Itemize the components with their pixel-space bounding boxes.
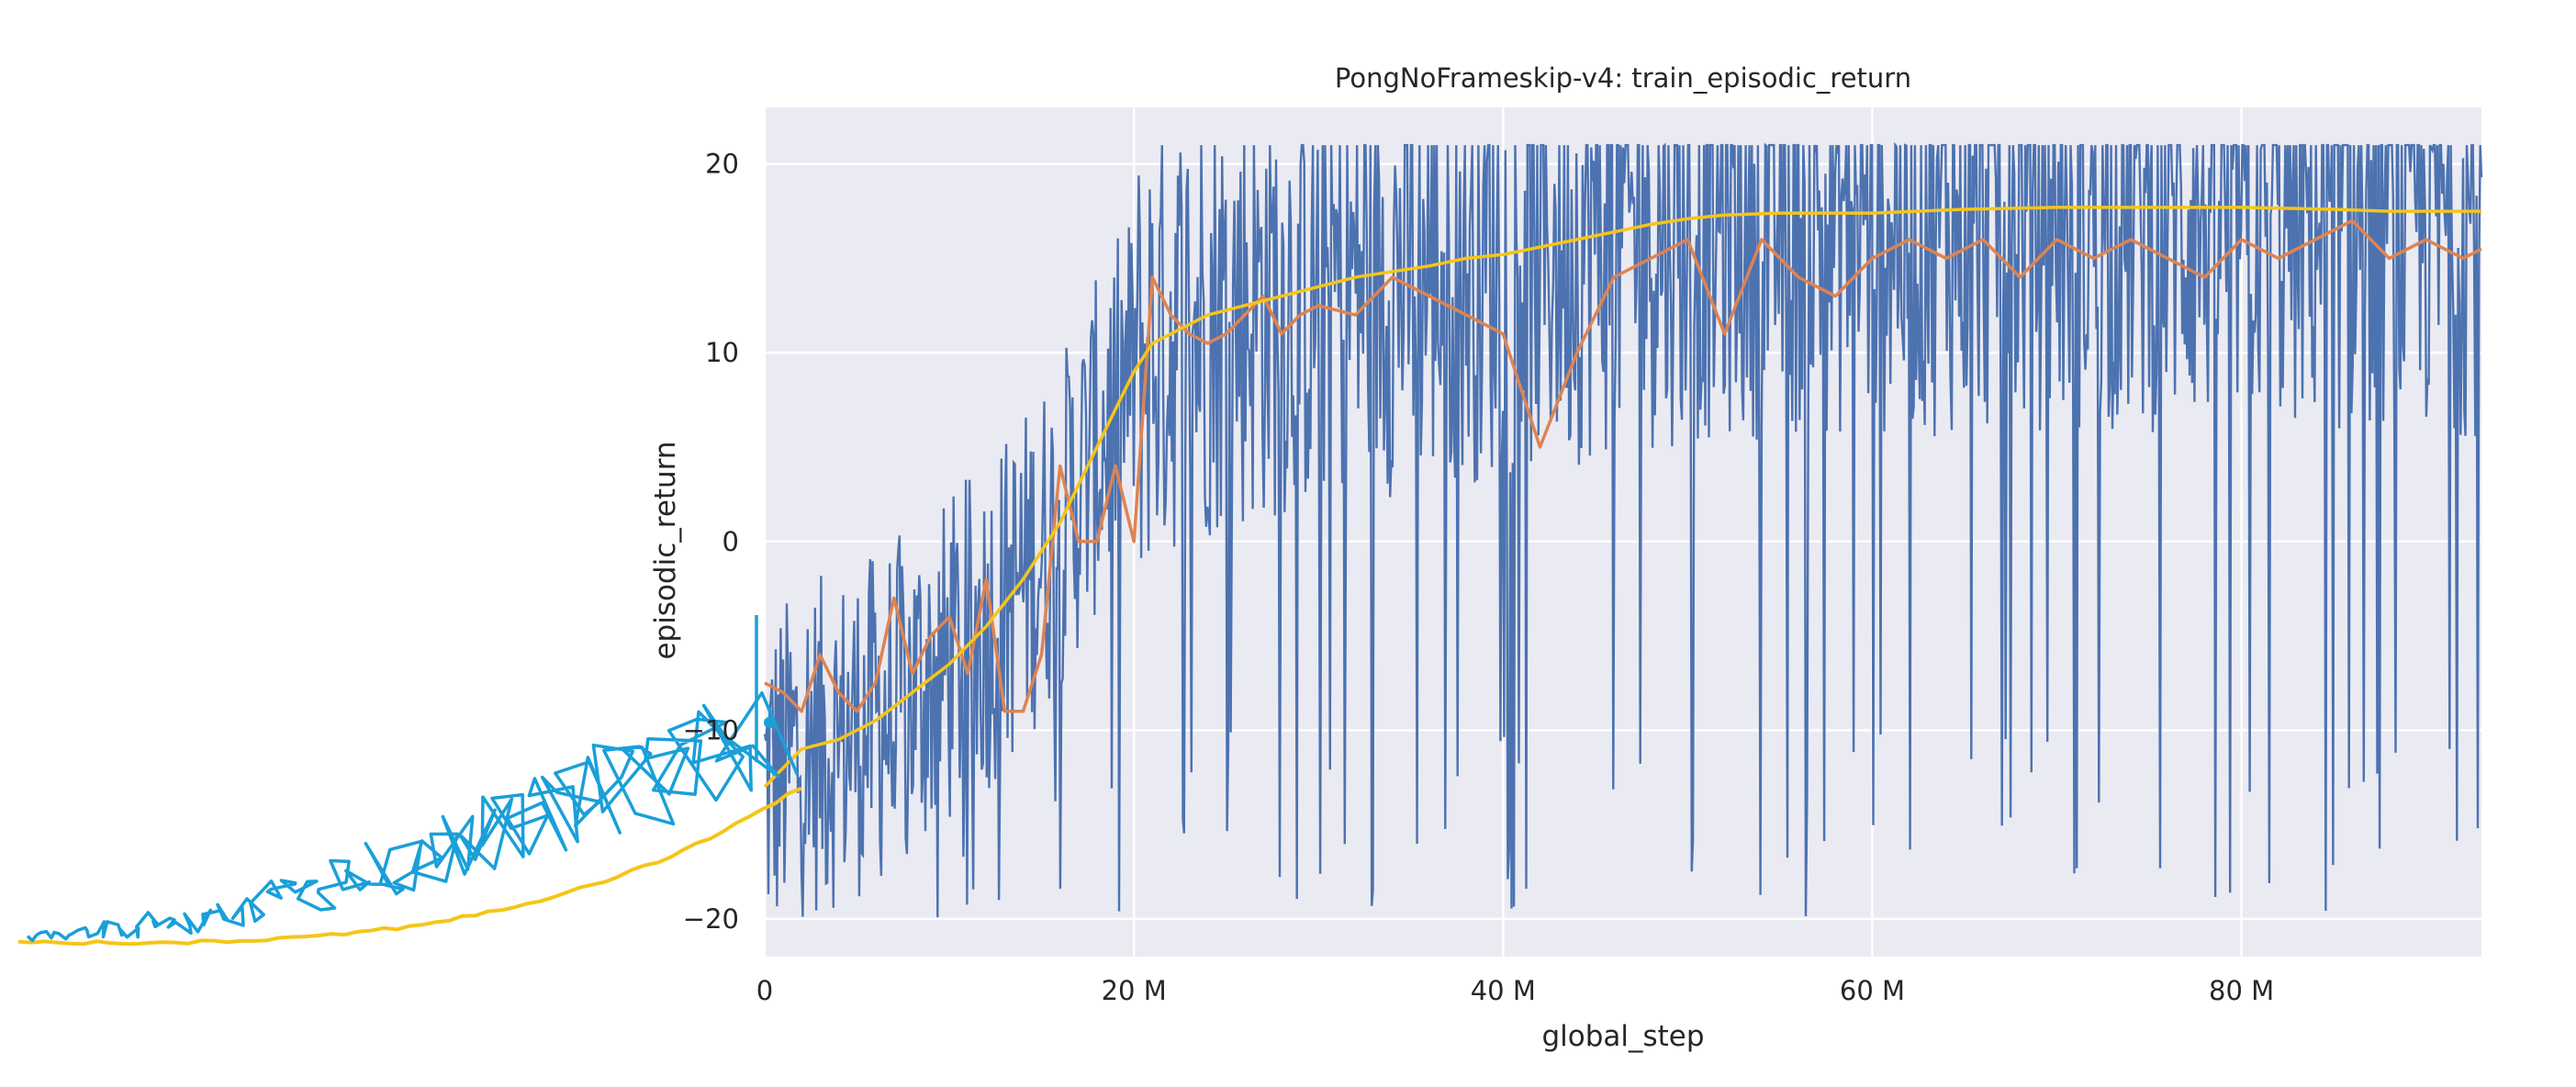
raw-return-series [763,141,2483,918]
y-tick-label: 10 [705,337,739,368]
mean-return-line [764,219,2482,713]
overlay-trend-line [17,787,802,947]
x-tick-label: 60 M [1840,975,1905,1006]
y-tick-label: 20 [705,149,739,180]
chart-title: PongNoFrameskip-v4: train_episodic_retur… [1335,62,1911,94]
overlay-scribble-line [26,690,800,943]
x-axis-label: global_step [1541,1020,1704,1053]
smoothed-return-line [763,206,2481,789]
x-tick-label: 40 M [1471,975,1536,1006]
raw-return-line [763,141,2483,918]
tick-labels: 0 20 M 40 M 60 M 80 M −20 −10 0 10 20 [683,149,2274,1006]
x-tick-label: 20 M [1102,975,1167,1006]
y-tick-label: −20 [683,903,739,935]
x-tick-label: 80 M [2209,975,2274,1006]
y-axis-label: episodic_return [649,441,682,659]
smoothed-return-series [763,206,2481,789]
x-tick-label: 0 [756,975,773,1006]
y-tick-label: −10 [683,714,739,745]
overlay-scribble [17,615,802,947]
mean-return-series [764,219,2482,713]
overlay-point [764,717,775,728]
y-tick-label: 0 [722,526,739,557]
